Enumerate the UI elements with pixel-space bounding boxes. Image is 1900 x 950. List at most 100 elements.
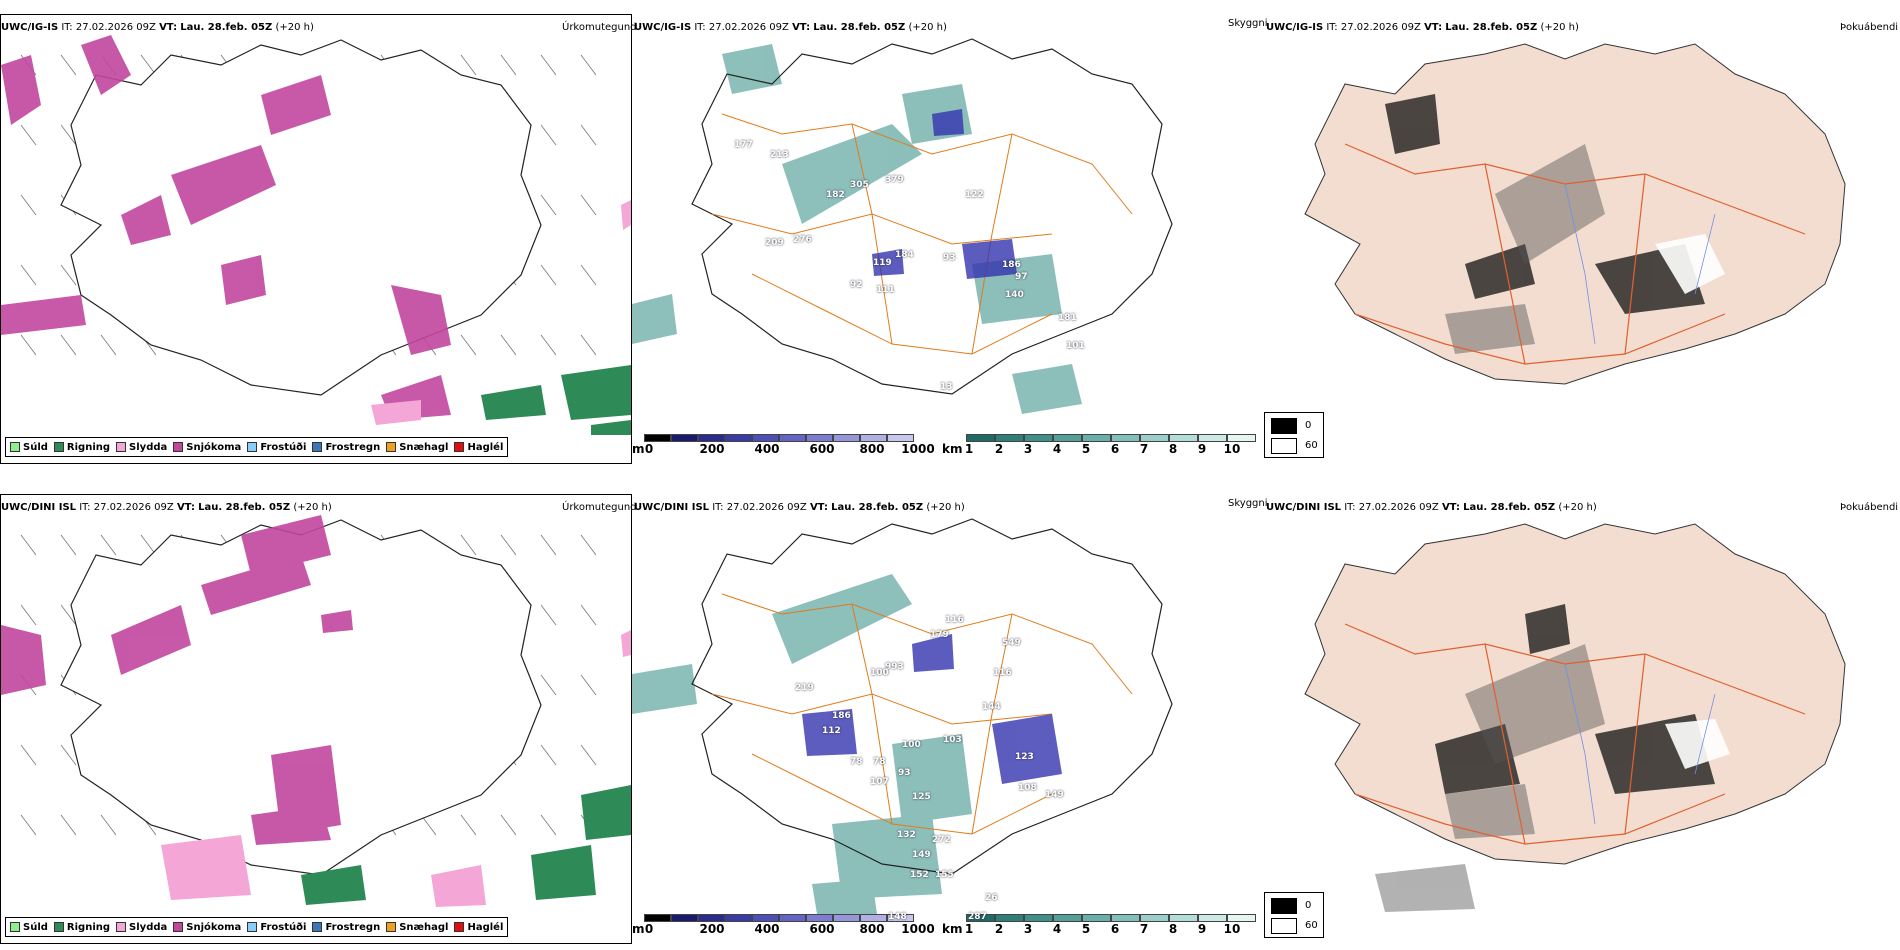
cloud-base-label: 93 xyxy=(898,768,911,778)
roads xyxy=(711,113,1133,355)
panel-title-fog: Þokuábendi xyxy=(1840,502,1899,513)
panel-header: UWC/IG-IS IT: 27.02.2026 09Z VT: Lau. 28… xyxy=(634,22,947,33)
visibility-ticks: km 1 2 3 4 5 6 7 8 9 10 xyxy=(942,922,1241,936)
cloud-base-label: 13 xyxy=(940,382,953,392)
cloud-base-label: 379 xyxy=(885,175,904,185)
row-2: Súld Rigning Slydda Snjókoma Frostúði Fr… xyxy=(0,480,1900,950)
cloud-base-label: 119 xyxy=(873,258,892,268)
legend-swatch xyxy=(10,442,20,452)
cloud-base-label: 209 xyxy=(765,238,784,248)
legend-swatch xyxy=(173,922,184,932)
legend-item-rain: Rigning xyxy=(53,442,110,453)
fog-map-top xyxy=(1304,43,1846,385)
height-ticks: m 0 200 400 600 800 1000 xyxy=(632,922,935,936)
cloud-base-label: 179 xyxy=(930,630,949,640)
rivers xyxy=(1564,183,1716,345)
precip-legend: Súld Rigning Slydda Snjókoma Frostúði Fr… xyxy=(5,917,509,937)
panel-title-visibility: Skyggni xyxy=(1228,498,1268,509)
height-colorbar: m 0 200 400 600 800 1000 xyxy=(632,434,942,456)
row-1: Súld Rigning Slydda Snjókoma Frostúði Fr… xyxy=(0,0,1900,470)
fog-legend-swatch-light xyxy=(1271,918,1297,934)
visibility-colorbar-swatches xyxy=(966,914,1262,922)
legend-item-freezing-rain: Frostregn xyxy=(312,442,380,453)
cloud-base-label: 148 xyxy=(888,912,907,922)
cloud-base-label: 122 xyxy=(965,190,984,200)
iceland-outline xyxy=(691,38,1173,395)
cloud-base-label: 97 xyxy=(1015,272,1028,282)
visibility-panel-bottom: m 0 200 400 600 800 1000 km 1 2 3 4 5 6 … xyxy=(632,494,1262,944)
cloud-base-label: 103 xyxy=(943,735,962,745)
legend-swatch xyxy=(173,442,184,452)
cloud-base-label: 186 xyxy=(1002,260,1021,270)
legend-item-snow: Snjókoma xyxy=(173,442,241,453)
panel-header: UWC/DINI ISL IT: 27.02.2026 09Z VT: Lau.… xyxy=(1266,502,1597,513)
cloud-base-label: 92 xyxy=(850,280,863,290)
cloud-base-label: 549 xyxy=(1002,638,1021,648)
cloud-base-label: 78 xyxy=(873,757,886,767)
cloud-base-label: 184 xyxy=(895,250,914,260)
fog-panel-top: 0 60 xyxy=(1264,14,1900,464)
legend-item-graupel: Snæhagl xyxy=(386,442,448,453)
fog-legend-swatch-light xyxy=(1271,438,1297,454)
cloud-base-label: 116 xyxy=(993,668,1012,678)
fog-legend: 0 60 xyxy=(1264,412,1324,458)
legend-swatch xyxy=(312,922,323,932)
legend-item-drizzle: Súld xyxy=(10,922,48,933)
legend-swatch xyxy=(454,442,465,452)
cloud-base-label: 111 xyxy=(876,285,895,295)
visibility-map-bottom xyxy=(632,518,1173,914)
fog-panel-bottom: 0 60 xyxy=(1264,494,1900,944)
height-ticks: m 0 200 400 600 800 1000 xyxy=(632,442,935,456)
visibility-colorbar-swatches xyxy=(966,434,1262,442)
panel-header: UWC/DINI ISL IT: 27.02.2026 09Z VT: Lau.… xyxy=(1,502,332,513)
fog-legend-swatch-dark xyxy=(1271,898,1297,914)
cloud-base-label: 305 xyxy=(850,180,869,190)
panel-header: UWC/IG-IS IT: 27.02.2026 09Z VT: Lau. 28… xyxy=(1266,22,1579,33)
legend-swatch xyxy=(454,922,465,932)
legend-item-hail: Haglél xyxy=(454,922,503,933)
precip-type-panel-top: Súld Rigning Slydda Snjókoma Frostúði Fr… xyxy=(0,14,632,464)
cloud-base-label: 132 xyxy=(897,830,916,840)
panel-title-precip: Úrkomutegund xyxy=(562,22,637,33)
legend-swatch xyxy=(386,922,397,932)
fog-map-bottom xyxy=(1304,523,1846,912)
cloud-base-label: 149 xyxy=(912,850,931,860)
legend-swatch xyxy=(116,442,127,452)
cloud-base-label: 78 xyxy=(850,757,863,767)
height-colorbar-swatches xyxy=(644,434,942,442)
cloud-base-label: 993 xyxy=(885,662,904,672)
cloud-base-label: 100 xyxy=(902,740,921,750)
precip-type-panel-bottom: Súld Rigning Slydda Snjókoma Frostúði Fr… xyxy=(0,494,632,944)
legend-item-rain: Rigning xyxy=(53,922,110,933)
visibility-colorbar: km 1 2 3 4 5 6 7 8 9 10 xyxy=(942,434,1262,456)
visibility-map-top xyxy=(632,38,1173,414)
cloud-base-label: 93 xyxy=(943,253,956,263)
cloud-base-label: 123 xyxy=(1015,752,1034,762)
precip-legend: Súld Rigning Slydda Snjókoma Frostúði Fr… xyxy=(5,437,509,457)
cloud-base-label: 125 xyxy=(912,792,931,802)
iceland-outline xyxy=(691,518,1173,875)
legend-item-snow: Snjókoma xyxy=(173,922,241,933)
precip-map-top xyxy=(1,35,631,435)
legend-item-freezing-drizzle: Frostúði xyxy=(247,442,306,453)
visibility-colorbar: km 1 2 3 4 5 6 7 8 9 10 xyxy=(942,914,1262,936)
legend-item-hail: Haglél xyxy=(454,442,503,453)
cloud-base-label: 107 xyxy=(870,777,889,787)
panel-header: UWC/IG-IS IT: 27.02.2026 09Z VT: Lau. 28… xyxy=(1,22,314,33)
precip-map-bottom xyxy=(1,515,631,907)
cloud-base-label: 186 xyxy=(832,711,851,721)
panel-title-visibility: Skyggni xyxy=(1228,18,1268,29)
cloud-base-label: 26 xyxy=(985,893,998,903)
cloud-base-label: 287 xyxy=(968,912,987,922)
visibility-ticks: km 1 2 3 4 5 6 7 8 9 10 xyxy=(942,442,1241,456)
cloud-base-label: 181 xyxy=(1058,313,1077,323)
legend-swatch xyxy=(53,442,64,452)
legend-item-graupel: Snæhagl xyxy=(386,922,448,933)
cloud-base-label: 272 xyxy=(932,835,951,845)
panel-header: UWC/DINI ISL IT: 27.02.2026 09Z VT: Lau.… xyxy=(634,502,965,513)
legend-swatch xyxy=(53,922,64,932)
legend-swatch xyxy=(386,442,397,452)
legend-swatch xyxy=(247,922,258,932)
cloud-base-label: 108 xyxy=(1018,783,1037,793)
cloud-base-label: 101 xyxy=(1066,341,1085,351)
